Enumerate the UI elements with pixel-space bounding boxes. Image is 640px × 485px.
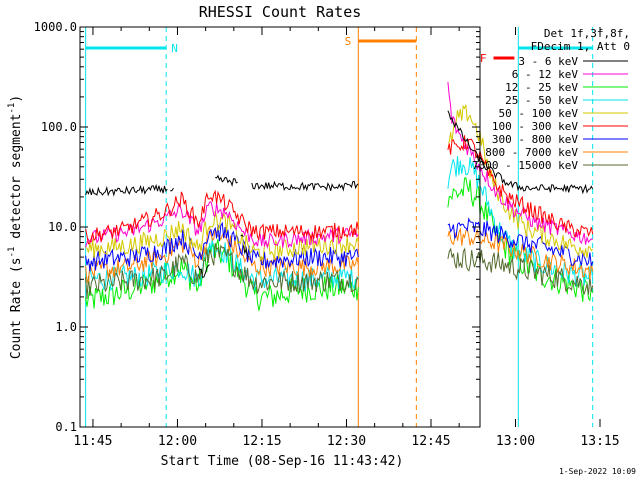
x-tick-label: 11:45 xyxy=(73,434,112,449)
legend-header-2: FDecim 1, Att 0 xyxy=(531,40,630,53)
series-line xyxy=(447,156,594,288)
x-tick-label: 12:00 xyxy=(158,434,197,449)
legend-label: 100 - 300 keV xyxy=(492,120,578,133)
chart-title: RHESSI Count Rates xyxy=(199,3,362,21)
series-line xyxy=(170,187,174,192)
legend-label: 12 - 25 keV xyxy=(505,81,578,94)
series-line xyxy=(447,135,594,237)
x-tick-label: 12:45 xyxy=(411,434,450,449)
saa-flag-label: S xyxy=(345,35,352,48)
series-line xyxy=(251,180,359,192)
x-axis: 11:45 12:00 12:15 12:30 12:45 13:00 13:15 xyxy=(73,27,620,449)
legend-label: 3 - 6 keV xyxy=(518,55,578,68)
series-line xyxy=(240,234,244,238)
series-line xyxy=(85,237,359,292)
series-line xyxy=(447,81,593,245)
series-line xyxy=(85,239,359,311)
series-line xyxy=(85,183,168,197)
legend-header-1: Det 1f,3f,8f, xyxy=(544,27,630,40)
y-tick-label: 0.1 xyxy=(55,420,77,434)
series-line xyxy=(85,242,359,299)
series-layer xyxy=(85,81,594,311)
series-line xyxy=(447,217,594,267)
series-line xyxy=(85,189,359,245)
x-tick-label: 12:30 xyxy=(327,434,366,449)
y-tick-label: 100.0 xyxy=(41,120,77,134)
night-flag-label: N xyxy=(171,42,178,55)
legend: Det 1f,3f,8f, FDecim 1, Att 0 3 - 6 keV6… xyxy=(472,27,630,172)
y-tick-label: 10.0 xyxy=(48,220,77,234)
y-axis: 0.1 1.0 10.0 100.0 1000.0 xyxy=(34,20,480,434)
flag-bars: N S F xyxy=(85,35,593,65)
plot-timestamp: 1-Sep-2022 10:09 xyxy=(559,467,636,476)
y-axis-label: Count Rate (s-1 detector segment-1) xyxy=(7,95,24,359)
y-tick-label: 1000.0 xyxy=(34,20,77,34)
series-line xyxy=(215,174,238,188)
y-tick-label: 1.0 xyxy=(55,320,77,334)
series-line xyxy=(85,210,359,262)
x-tick-label: 12:15 xyxy=(242,434,281,449)
legend-label: 300 - 800 keV xyxy=(492,133,578,146)
x-tick-label: 13:00 xyxy=(496,434,535,449)
series-line xyxy=(447,247,594,296)
plot-frame xyxy=(79,26,481,428)
series-line xyxy=(85,221,359,272)
series-line xyxy=(197,264,210,279)
y-axis-label-sup: -1 xyxy=(7,247,17,258)
legend-label: 25 - 50 keV xyxy=(505,94,578,107)
x-axis-label: Start Time (08-Sep-16 11:43:42) xyxy=(161,454,404,469)
y-axis-label-end: ) xyxy=(9,95,24,103)
y-axis-label-mid: detector segment xyxy=(9,114,24,247)
series-line xyxy=(242,245,250,258)
legend-label: 800 - 7000 keV xyxy=(485,146,578,159)
series-line xyxy=(447,177,594,302)
legend-label: 50 - 100 keV xyxy=(499,107,579,120)
y-axis-label-sup2: -1 xyxy=(7,103,17,114)
flare-flag-label: F xyxy=(480,52,487,65)
legend-label: 7000 - 15000 keV xyxy=(472,159,578,172)
series-line xyxy=(447,110,594,195)
series-line xyxy=(85,225,359,283)
y-axis-label-pre: Count Rate (s xyxy=(9,257,24,359)
legend-label: 6 - 12 keV xyxy=(512,68,579,81)
x-tick-label: 13:15 xyxy=(580,434,619,449)
series-line xyxy=(447,227,594,280)
